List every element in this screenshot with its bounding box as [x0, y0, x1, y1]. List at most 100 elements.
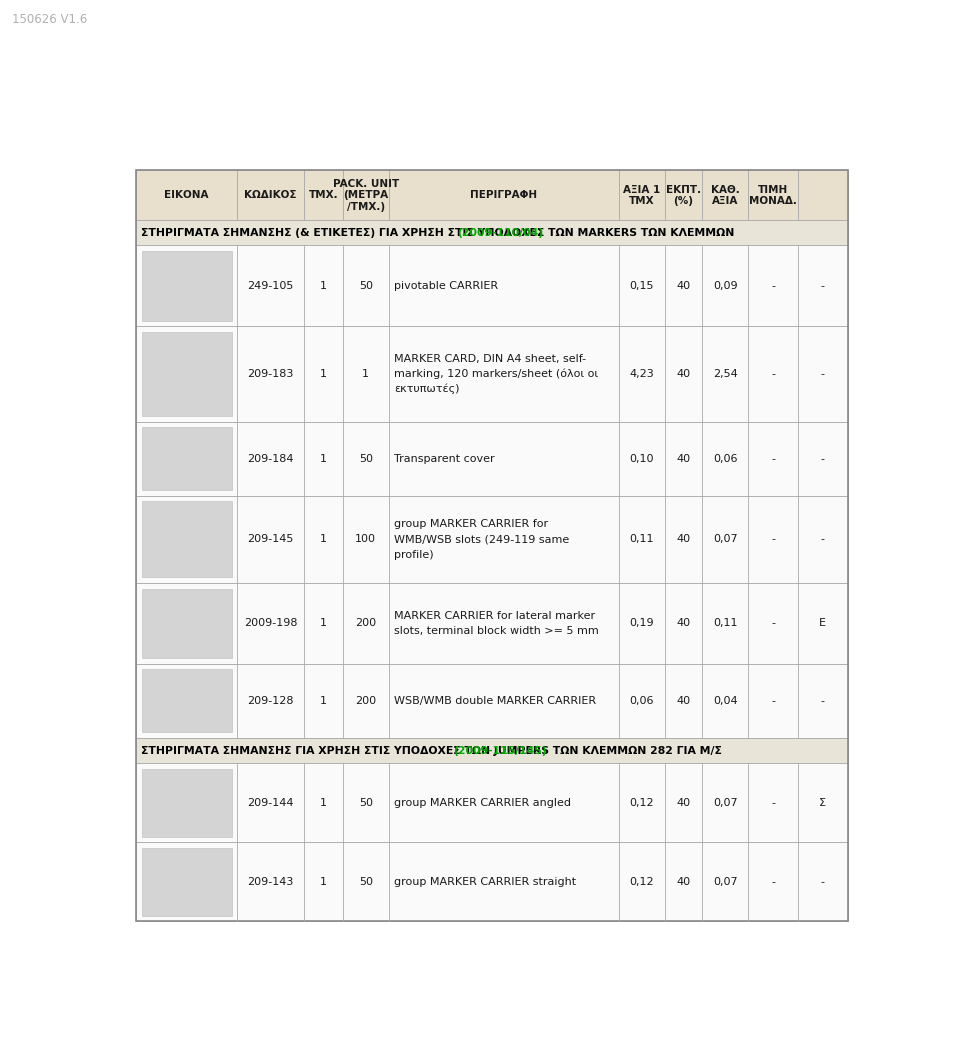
Text: marking, 120 markers/sheet (όλοι οι: marking, 120 markers/sheet (όλοι οι [394, 368, 598, 379]
Text: -: - [771, 797, 776, 808]
Text: -: - [821, 877, 825, 886]
Text: 1: 1 [320, 619, 327, 628]
Text: -: - [821, 281, 825, 291]
Text: ΤΙΜΗ
ΜΟΝΑΔ.: ΤΙΜΗ ΜΟΝΑΔ. [750, 185, 797, 207]
Text: 209-184: 209-184 [248, 453, 294, 464]
Text: 50: 50 [359, 797, 372, 808]
Bar [136, 664, 848, 738]
Text: 0,11: 0,11 [713, 619, 737, 628]
Text: WMB/WSB slots (249-119 same: WMB/WSB slots (249-119 same [394, 534, 569, 544]
Text: 0,06: 0,06 [713, 453, 737, 464]
Text: 1: 1 [320, 453, 327, 464]
Bar [136, 738, 848, 764]
Text: WSB/WMB double MARKER CARRIER: WSB/WMB double MARKER CARRIER [394, 695, 596, 706]
Text: 1: 1 [320, 877, 327, 886]
Text: 40: 40 [677, 369, 690, 379]
Bar [136, 220, 848, 245]
Bar [136, 764, 848, 842]
Text: profile): profile) [394, 550, 434, 560]
Text: ΚΑΘ.
ΑΞΙΑ: ΚΑΘ. ΑΞΙΑ [711, 185, 740, 207]
Bar [389, 170, 618, 220]
Bar [136, 326, 848, 422]
Text: -: - [771, 877, 776, 886]
Text: (2009-110/04): (2009-110/04) [457, 228, 543, 238]
Text: 40: 40 [677, 619, 690, 628]
Text: ΣΤΗΡΙΓΜΑΤΑ ΣΗΜΑΝΣΗΣ ΓΙΑ ΧΡΗΣΗ ΣΤΙΣ ΥΠΟΔΟΧΕΣ ΤΩΝ JUMPERS ΤΩΝ ΚΛΕΜΜΩΝ 282 ΓΙΑ Μ/Σ: ΣΤΗΡΙΓΜΑΤΑ ΣΗΜΑΝΣΗΣ ΓΙΑ ΧΡΗΣΗ ΣΤΙΣ ΥΠΟΔΟ… [141, 746, 726, 755]
Bar [141, 769, 231, 837]
Text: εκτυπωτές): εκτυπωτές) [394, 384, 460, 394]
Text: -: - [771, 534, 776, 544]
Text: 0,06: 0,06 [630, 695, 654, 706]
Bar [141, 848, 231, 916]
Bar [749, 170, 798, 220]
Text: 4,23: 4,23 [629, 369, 654, 379]
Text: 0,19: 0,19 [629, 619, 654, 628]
Bar [136, 842, 848, 921]
Text: ΕΚΠΤ.
(%): ΕΚΠΤ. (%) [666, 185, 701, 207]
Text: 200: 200 [355, 619, 376, 628]
Text: 0,15: 0,15 [630, 281, 654, 291]
Text: -: - [771, 369, 776, 379]
Bar [304, 170, 343, 220]
Text: 40: 40 [677, 534, 690, 544]
Text: 209-183: 209-183 [248, 369, 294, 379]
Text: 40: 40 [677, 695, 690, 706]
Bar [136, 245, 848, 326]
Text: E: E [819, 619, 827, 628]
Text: 1: 1 [320, 369, 327, 379]
Text: group MARKER CARRIER angled: group MARKER CARRIER angled [394, 797, 571, 808]
Text: ΣΤΗΡΙΓΜΑΤΑ ΣΗΜΑΝΣΗΣ (& ΕΤΙΚΕΤΕΣ) ΓΙΑ ΧΡΗΣΗ ΣΤΙΣ ΥΠΟΔΟΧΕΣ ΤΩΝ MARKERS ΤΩΝ ΚΛΕΜΜΩΝ: ΣΤΗΡΙΓΜΑΤΑ ΣΗΜΑΝΣΗΣ (& ΕΤΙΚΕΤΕΣ) ΓΙΑ ΧΡΗ… [141, 228, 738, 238]
Text: 0,07: 0,07 [713, 534, 737, 544]
Text: 0,12: 0,12 [629, 797, 654, 808]
Text: 0,07: 0,07 [713, 877, 737, 886]
Text: -: - [821, 695, 825, 706]
Text: ΤΜΧ.: ΤΜΧ. [309, 190, 338, 200]
Text: 2,54: 2,54 [713, 369, 738, 379]
Text: MARKER CARD, DIN A4 sheet, self-: MARKER CARD, DIN A4 sheet, self- [394, 354, 587, 364]
Bar [141, 427, 231, 490]
Text: 0,10: 0,10 [630, 453, 654, 464]
Bar [618, 170, 664, 220]
Text: pivotable CARRIER: pivotable CARRIER [394, 281, 498, 291]
Bar [136, 422, 848, 496]
Text: -: - [771, 619, 776, 628]
Text: group MARKER CARRIER for: group MARKER CARRIER for [394, 519, 548, 529]
Text: 1: 1 [320, 695, 327, 706]
Text: -: - [771, 695, 776, 706]
Bar [136, 496, 848, 583]
Text: MARKER CARRIER for lateral marker: MARKER CARRIER for lateral marker [394, 611, 595, 621]
Text: ΑΞΙΑ 1
ΤΜΧ: ΑΞΙΑ 1 ΤΜΧ [623, 185, 660, 207]
Bar [136, 583, 848, 664]
Text: 40: 40 [677, 281, 690, 291]
Text: 0,04: 0,04 [713, 695, 737, 706]
Text: -: - [821, 534, 825, 544]
Text: ΠΕΡΙΓΡΑΦΗ: ΠΕΡΙΓΡΑΦΗ [470, 190, 538, 200]
Text: -: - [771, 281, 776, 291]
Text: 200: 200 [355, 695, 376, 706]
Text: PACK. UNIT
(ΜΕΤΡΑ
/ΤΜΧ.): PACK. UNIT (ΜΕΤΡΑ /ΤΜΧ.) [333, 178, 399, 212]
Text: Transparent cover: Transparent cover [394, 453, 494, 464]
Bar [237, 170, 304, 220]
Text: 0,07: 0,07 [713, 797, 737, 808]
Bar [343, 170, 389, 220]
Text: 40: 40 [677, 877, 690, 886]
Text: 209-145: 209-145 [248, 534, 294, 544]
Text: 1: 1 [320, 281, 327, 291]
Text: 100: 100 [355, 534, 376, 544]
Text: 150626 V1.6: 150626 V1.6 [12, 13, 86, 25]
Text: ΚΩΔΙΚΟΣ: ΚΩΔΙΚΟΣ [245, 190, 297, 200]
Text: 0,11: 0,11 [630, 534, 654, 544]
Bar [136, 170, 237, 220]
Bar [798, 170, 848, 220]
Text: (2009-115/145): (2009-115/145) [453, 746, 547, 755]
Bar [664, 170, 703, 220]
Text: 50: 50 [359, 877, 372, 886]
Text: group MARKER CARRIER straight: group MARKER CARRIER straight [394, 877, 576, 886]
Text: 1: 1 [320, 534, 327, 544]
Text: 50: 50 [359, 453, 372, 464]
Text: -: - [821, 453, 825, 464]
Bar [141, 501, 231, 577]
Text: 40: 40 [677, 797, 690, 808]
Bar [703, 170, 749, 220]
Text: -: - [821, 369, 825, 379]
